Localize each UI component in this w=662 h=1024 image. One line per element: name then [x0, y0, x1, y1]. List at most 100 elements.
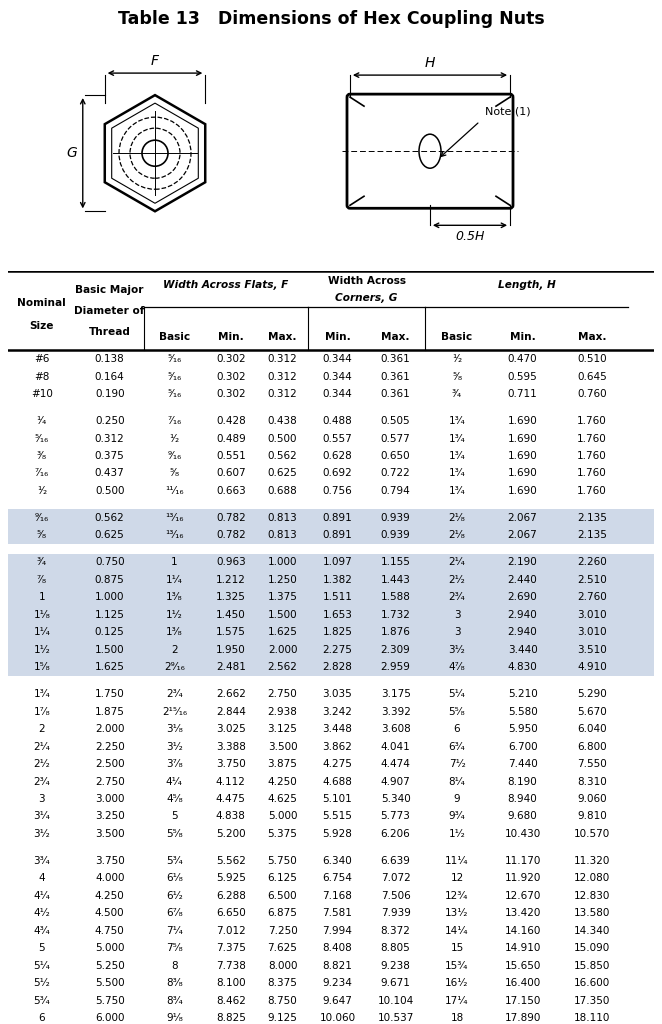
- Text: 3¹⁄₂: 3¹⁄₂: [166, 741, 183, 752]
- Text: 5⁵⁄₈: 5⁵⁄₈: [166, 829, 183, 839]
- Text: ⁵⁄₁₆: ⁵⁄₁₆: [167, 372, 181, 382]
- Text: 1¹⁄₂: 1¹⁄₂: [166, 610, 183, 620]
- Text: 1.000: 1.000: [268, 557, 297, 567]
- Text: 2.828: 2.828: [322, 663, 352, 672]
- Text: Basic Major: Basic Major: [75, 285, 144, 295]
- Text: 1.000: 1.000: [95, 593, 124, 602]
- Text: 5.515: 5.515: [322, 811, 352, 821]
- Text: 3¹⁄₂: 3¹⁄₂: [34, 829, 50, 839]
- Text: 7.072: 7.072: [381, 873, 410, 884]
- Text: 3.875: 3.875: [267, 759, 297, 769]
- Text: 9.647: 9.647: [322, 995, 352, 1006]
- Text: ³⁄₄: ³⁄₄: [452, 389, 462, 399]
- Text: Table 13   Dimensions of Hex Coupling Nuts: Table 13 Dimensions of Hex Coupling Nuts: [118, 10, 544, 28]
- Text: 0.577: 0.577: [381, 433, 410, 443]
- Text: 7.506: 7.506: [381, 891, 410, 901]
- Text: 0.963: 0.963: [216, 557, 246, 567]
- Text: 17.890: 17.890: [504, 1013, 541, 1023]
- Text: 6.288: 6.288: [216, 891, 246, 901]
- Text: 2.760: 2.760: [577, 593, 607, 602]
- Text: 3: 3: [453, 628, 460, 637]
- Text: 4.838: 4.838: [216, 811, 246, 821]
- Text: 3⁷⁄₈: 3⁷⁄₈: [166, 759, 183, 769]
- Text: ¹⁄₂: ¹⁄₂: [169, 433, 179, 443]
- Text: 1.575: 1.575: [216, 628, 246, 637]
- Text: 1.500: 1.500: [95, 645, 124, 654]
- Text: 3¹⁄₂: 3¹⁄₂: [449, 645, 465, 654]
- Text: 8.805: 8.805: [381, 943, 410, 953]
- Text: 1.690: 1.690: [508, 451, 538, 461]
- Text: Length, ​H: Length, ​H: [498, 280, 555, 290]
- Text: 7.168: 7.168: [322, 891, 352, 901]
- Text: 0.794: 0.794: [381, 486, 410, 496]
- Text: 13.580: 13.580: [574, 908, 610, 919]
- Text: 1³⁄₄: 1³⁄₄: [449, 468, 465, 478]
- Text: 8¹⁄₄: 8¹⁄₄: [449, 776, 465, 786]
- Text: 8³⁄₈: 8³⁄₈: [166, 978, 183, 988]
- Text: 1.443: 1.443: [381, 574, 410, 585]
- Text: 14.160: 14.160: [504, 926, 541, 936]
- Text: 3.000: 3.000: [95, 794, 124, 804]
- Text: 2⁹⁄₁₆: 2⁹⁄₁₆: [164, 663, 185, 672]
- Text: 1³⁄₄: 1³⁄₄: [449, 416, 465, 426]
- Text: #6: #6: [34, 354, 50, 365]
- Text: 8: 8: [171, 961, 177, 971]
- Text: 0.470: 0.470: [508, 354, 538, 365]
- Text: ⁹⁄₁₆: ⁹⁄₁₆: [34, 513, 49, 523]
- Text: ⁵⁄₈: ⁵⁄₈: [169, 468, 179, 478]
- Text: 0.722: 0.722: [381, 468, 410, 478]
- Text: 1.690: 1.690: [508, 433, 538, 443]
- Text: 3.750: 3.750: [216, 759, 246, 769]
- Text: 1.625: 1.625: [267, 628, 297, 637]
- Text: 0.692: 0.692: [322, 468, 352, 478]
- Text: 2¹⁄₂: 2¹⁄₂: [34, 759, 50, 769]
- Text: 14.910: 14.910: [504, 943, 541, 953]
- Text: 1: 1: [38, 593, 45, 602]
- Text: 0.428: 0.428: [216, 416, 246, 426]
- Text: 1.760: 1.760: [577, 486, 607, 496]
- Text: 1.653: 1.653: [322, 610, 352, 620]
- Text: 17¹⁄₄: 17¹⁄₄: [446, 995, 469, 1006]
- Text: 12.670: 12.670: [504, 891, 541, 901]
- Text: 2³⁄₄: 2³⁄₄: [449, 593, 465, 602]
- Text: 1⁷⁄₈: 1⁷⁄₈: [34, 707, 50, 717]
- Text: ¹³⁄₁₆: ¹³⁄₁₆: [165, 513, 183, 523]
- Text: 3.500: 3.500: [95, 829, 124, 839]
- Text: 0.164: 0.164: [95, 372, 124, 382]
- Text: 2: 2: [171, 645, 177, 654]
- Text: ¹⁄₂: ¹⁄₂: [37, 486, 47, 496]
- Text: 6⁷⁄₈: 6⁷⁄₈: [166, 908, 183, 919]
- Text: 3.025: 3.025: [216, 724, 246, 734]
- Text: 9.238: 9.238: [381, 961, 410, 971]
- Text: 2.000: 2.000: [95, 724, 124, 734]
- Text: 7¹⁄₂: 7¹⁄₂: [449, 759, 465, 769]
- Text: Corners, ​G: Corners, ​G: [336, 294, 398, 303]
- Text: 8.310: 8.310: [577, 776, 607, 786]
- Text: 0.891: 0.891: [322, 530, 352, 541]
- Text: 5.670: 5.670: [577, 707, 607, 717]
- Text: 7.581: 7.581: [322, 908, 352, 919]
- Text: 0.302: 0.302: [216, 372, 246, 382]
- Text: 1.382: 1.382: [322, 574, 352, 585]
- Text: 0.891: 0.891: [322, 513, 352, 523]
- Text: 0.361: 0.361: [381, 372, 410, 382]
- Text: 4.625: 4.625: [267, 794, 297, 804]
- Text: 6.639: 6.639: [381, 856, 410, 866]
- Text: 5.950: 5.950: [508, 724, 538, 734]
- Text: 2³⁄₄: 2³⁄₄: [34, 776, 50, 786]
- Text: 2.562: 2.562: [267, 663, 297, 672]
- Text: 2.938: 2.938: [267, 707, 297, 717]
- Text: 6.125: 6.125: [267, 873, 297, 884]
- Text: 0.939: 0.939: [381, 530, 410, 541]
- Text: 1.325: 1.325: [216, 593, 246, 602]
- Text: 0.361: 0.361: [381, 354, 410, 365]
- Text: 12: 12: [450, 873, 463, 884]
- Text: 0.750: 0.750: [95, 557, 124, 567]
- Text: 0.711: 0.711: [508, 389, 538, 399]
- Text: 5.101: 5.101: [322, 794, 352, 804]
- Text: 2.481: 2.481: [216, 663, 246, 672]
- Text: ⁵⁄₁₆: ⁵⁄₁₆: [34, 433, 49, 443]
- Text: 8.821: 8.821: [322, 961, 352, 971]
- Text: 1.760: 1.760: [577, 451, 607, 461]
- Text: 0.302: 0.302: [216, 389, 246, 399]
